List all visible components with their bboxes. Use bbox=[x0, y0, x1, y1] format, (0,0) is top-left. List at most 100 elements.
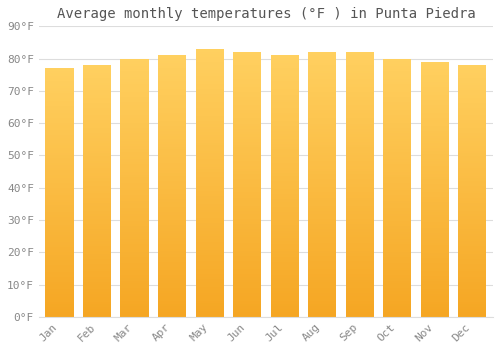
Bar bbox=[196, 268, 224, 271]
Bar bbox=[383, 146, 412, 149]
Bar bbox=[346, 184, 374, 187]
Bar bbox=[196, 113, 224, 116]
Bar bbox=[158, 147, 186, 149]
Bar bbox=[120, 113, 148, 116]
Bar bbox=[346, 259, 374, 261]
Bar bbox=[233, 309, 261, 312]
Bar bbox=[458, 123, 486, 125]
Bar bbox=[120, 180, 148, 182]
Bar bbox=[308, 108, 336, 110]
Bar bbox=[83, 116, 111, 118]
Bar bbox=[458, 312, 486, 314]
Bar bbox=[196, 204, 224, 207]
Bar bbox=[120, 128, 148, 131]
Bar bbox=[421, 146, 449, 148]
Bar bbox=[421, 187, 449, 189]
Bar bbox=[421, 202, 449, 205]
Bar bbox=[346, 78, 374, 81]
Bar bbox=[346, 190, 374, 193]
Bar bbox=[233, 296, 261, 298]
Bar bbox=[270, 217, 299, 220]
Bar bbox=[383, 92, 412, 95]
Bar bbox=[421, 80, 449, 82]
Bar bbox=[120, 182, 148, 185]
Bar bbox=[383, 167, 412, 170]
Bar bbox=[346, 240, 374, 243]
Bar bbox=[196, 127, 224, 129]
Bar bbox=[458, 274, 486, 276]
Bar bbox=[383, 193, 412, 195]
Bar bbox=[383, 307, 412, 309]
Bar bbox=[158, 176, 186, 178]
Bar bbox=[346, 163, 374, 166]
Bar bbox=[383, 82, 412, 84]
Bar bbox=[383, 177, 412, 180]
Bar bbox=[270, 123, 299, 126]
Bar bbox=[270, 191, 299, 194]
Bar bbox=[158, 286, 186, 288]
Bar bbox=[158, 189, 186, 191]
Bar bbox=[158, 306, 186, 309]
Bar bbox=[346, 55, 374, 57]
Bar bbox=[346, 216, 374, 219]
Bar bbox=[308, 208, 336, 211]
Bar bbox=[308, 124, 336, 126]
Bar bbox=[308, 78, 336, 81]
Bar bbox=[233, 118, 261, 121]
Bar bbox=[270, 103, 299, 105]
Bar bbox=[196, 60, 224, 62]
Bar bbox=[458, 68, 486, 70]
Bar bbox=[196, 151, 224, 153]
Bar bbox=[83, 261, 111, 264]
Bar bbox=[46, 257, 74, 260]
Bar bbox=[383, 247, 412, 250]
Bar bbox=[383, 299, 412, 301]
Bar bbox=[196, 143, 224, 145]
Bar bbox=[233, 208, 261, 211]
Bar bbox=[120, 288, 148, 291]
Bar bbox=[196, 276, 224, 279]
Bar bbox=[346, 232, 374, 235]
Bar bbox=[458, 70, 486, 72]
Bar bbox=[308, 89, 336, 92]
Bar bbox=[421, 197, 449, 199]
Bar bbox=[346, 266, 374, 269]
Bar bbox=[270, 283, 299, 286]
Bar bbox=[458, 90, 486, 93]
Bar bbox=[233, 243, 261, 245]
Bar bbox=[421, 230, 449, 233]
Bar bbox=[458, 198, 486, 201]
Bar bbox=[196, 177, 224, 180]
Bar bbox=[383, 226, 412, 229]
Bar bbox=[196, 100, 224, 103]
Bar bbox=[46, 128, 74, 131]
Bar bbox=[120, 90, 148, 92]
Bar bbox=[120, 87, 148, 90]
Bar bbox=[120, 291, 148, 294]
Bar bbox=[233, 158, 261, 161]
Bar bbox=[308, 105, 336, 108]
Bar bbox=[233, 269, 261, 272]
Bar bbox=[383, 275, 412, 278]
Bar bbox=[270, 233, 299, 236]
Bar bbox=[383, 288, 412, 291]
Bar bbox=[421, 212, 449, 215]
Bar bbox=[120, 61, 148, 64]
Bar bbox=[308, 158, 336, 161]
Bar bbox=[83, 201, 111, 203]
Bar bbox=[346, 235, 374, 237]
Bar bbox=[83, 148, 111, 150]
Bar bbox=[421, 72, 449, 75]
Bar bbox=[458, 108, 486, 110]
Bar bbox=[46, 78, 74, 80]
Bar bbox=[196, 263, 224, 266]
Bar bbox=[158, 254, 186, 257]
Bar bbox=[83, 95, 111, 98]
Bar bbox=[270, 270, 299, 272]
Bar bbox=[46, 68, 74, 71]
Bar bbox=[233, 97, 261, 100]
Bar bbox=[233, 161, 261, 163]
Bar bbox=[46, 208, 74, 210]
Bar bbox=[46, 148, 74, 150]
Bar bbox=[346, 261, 374, 264]
